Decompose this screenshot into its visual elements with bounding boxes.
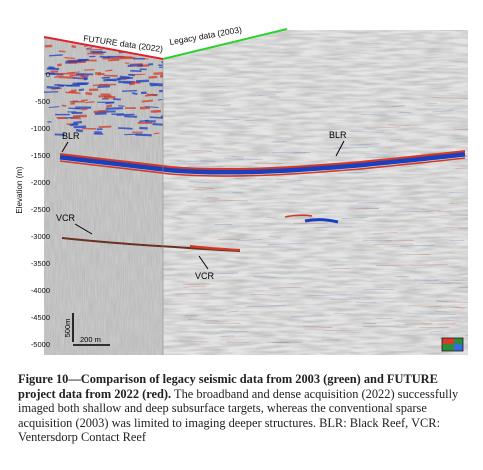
vertical-scale-label: 500m xyxy=(63,319,72,338)
y-tick-label: -4500 xyxy=(31,313,50,322)
y-tick-label: -4000 xyxy=(31,286,50,295)
figure-caption: Figure 10—Comparison of legacy seismic d… xyxy=(18,372,470,445)
vcr-left-annotation: VCR xyxy=(56,213,93,235)
blr-right-label: BLR xyxy=(329,130,347,140)
seismic-comparison-figure: FUTURE data (2022) Legacy data (2003) El… xyxy=(15,24,468,355)
caption-heading: Figure 10—Comparison of legacy seismic d… xyxy=(18,372,438,401)
caption-body: The broadband and dense acquisition (202… xyxy=(18,386,459,445)
y-tick-label: -1500 xyxy=(31,151,50,160)
future-survey-line xyxy=(43,36,164,60)
horizontal-scale-bar: 200 m xyxy=(73,335,110,346)
black-reef-reflector xyxy=(59,150,466,177)
vcr-bottom-label: VCR xyxy=(195,271,215,281)
blr-left-label: BLR xyxy=(62,131,80,141)
vcr-left-label: VCR xyxy=(56,213,76,223)
vcr-bottom-annotation: VCR xyxy=(195,255,215,281)
y-tick-label: -3000 xyxy=(31,232,50,241)
y-tick-label: -1000 xyxy=(31,124,50,133)
y-tick-label: -500 xyxy=(35,97,50,106)
y-tick-label: -5000 xyxy=(31,340,50,349)
y-axis-ticks: 0 -500 -1000 -1500 -2000 -2500 -3000 -3500 -4000… xyxy=(31,70,50,349)
horizontal-scale-label: 200 m xyxy=(80,335,101,344)
y-tick-label: 0 xyxy=(46,70,50,79)
y-tick-label: -2000 xyxy=(31,178,50,187)
legacy-data-panel xyxy=(163,30,468,355)
future-data-panel xyxy=(44,38,163,355)
y-axis-title: Elevation (m) xyxy=(15,166,24,213)
y-tick-label: -3500 xyxy=(31,259,50,268)
legacy-survey-line xyxy=(162,28,288,60)
blr-right-annotation: BLR xyxy=(329,130,347,157)
vertical-scale-bar: 500m xyxy=(63,313,74,342)
y-tick-label: -2500 xyxy=(31,205,50,214)
vcr-reflector xyxy=(61,214,339,252)
orientation-cube-icon xyxy=(441,337,464,352)
blr-left-annotation: BLR xyxy=(61,131,80,153)
